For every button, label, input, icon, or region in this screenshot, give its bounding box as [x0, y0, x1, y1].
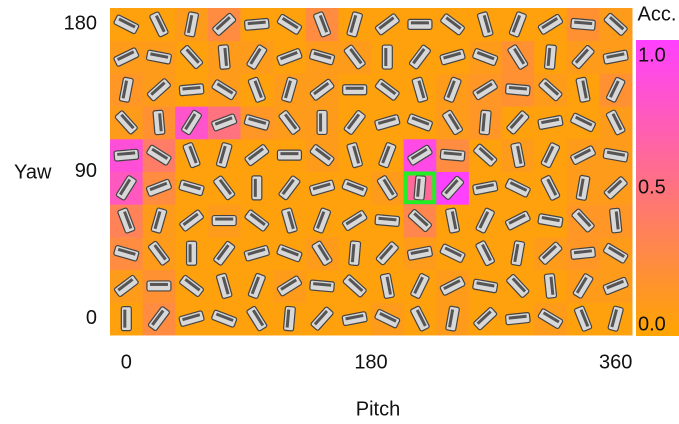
bus-thumbnail [571, 18, 596, 30]
bus-thumbnail [317, 110, 327, 134]
y-axis-label: Yaw [14, 161, 52, 183]
bus-thumbnail [408, 19, 432, 29]
bus-windows [280, 152, 298, 155]
x-tick-label: 180 [354, 351, 387, 373]
x-tick-label: 360 [599, 351, 632, 373]
bus-thumbnail [310, 280, 335, 292]
bus-thumbnail [349, 241, 361, 266]
bus-thumbnail [179, 84, 204, 96]
bus-windows [319, 113, 322, 131]
bus-thumbnail [121, 307, 131, 331]
bus-windows [254, 179, 257, 197]
bus-thumbnail [382, 45, 392, 69]
bus-thumbnail [544, 273, 556, 298]
colorbar-tick-label: 1.0 [638, 44, 666, 66]
bus-thumbnail [114, 149, 139, 161]
bus-windows [150, 283, 168, 286]
bus-windows [215, 218, 233, 221]
colorbar-label: Acc. [638, 3, 677, 25]
page: {"chart_data": { "type": "heatmap", "x_l… [0, 0, 679, 424]
bus-thumbnail [571, 247, 596, 259]
bus-thumbnail [375, 215, 400, 227]
bus-thumbnail [505, 84, 530, 96]
x-axis-label: Pitch [356, 398, 400, 420]
bus-thumbnail [153, 110, 165, 135]
bus-thumbnail [252, 176, 262, 200]
bus-thumbnail [277, 150, 301, 160]
colorbar-tick-label: 0.5 [638, 176, 666, 198]
y-tick-label: 90 [75, 160, 97, 182]
colorbar-tick-label: 0.0 [638, 313, 666, 335]
bus-thumbnail [544, 45, 556, 70]
bus-windows [346, 87, 364, 90]
bus-thumbnail [187, 241, 197, 265]
y-tick-label: 180 [64, 13, 97, 35]
bus-thumbnail [147, 281, 171, 291]
bus-thumbnail [505, 312, 530, 324]
bus-windows [189, 244, 192, 262]
bus-thumbnail [283, 306, 295, 331]
bus-windows [411, 21, 429, 24]
y-tick-label: 0 [86, 307, 97, 329]
bus-thumbnail [440, 149, 465, 161]
bus-thumbnail [609, 208, 621, 233]
bus-thumbnail [244, 18, 269, 30]
bus-thumbnail [212, 216, 236, 226]
chart: Pitch Yaw Acc. 0 180 360 0 90 180 0.0 0.5 1.0 [0, 0, 679, 424]
x-tick-label: 0 [121, 351, 132, 373]
bus-thumbnail [414, 175, 426, 200]
bus-windows [384, 48, 387, 66]
bus-windows [123, 310, 126, 328]
bus-thumbnail [218, 45, 230, 70]
bus-thumbnail [343, 85, 367, 95]
bus-thumbnail [479, 110, 491, 135]
